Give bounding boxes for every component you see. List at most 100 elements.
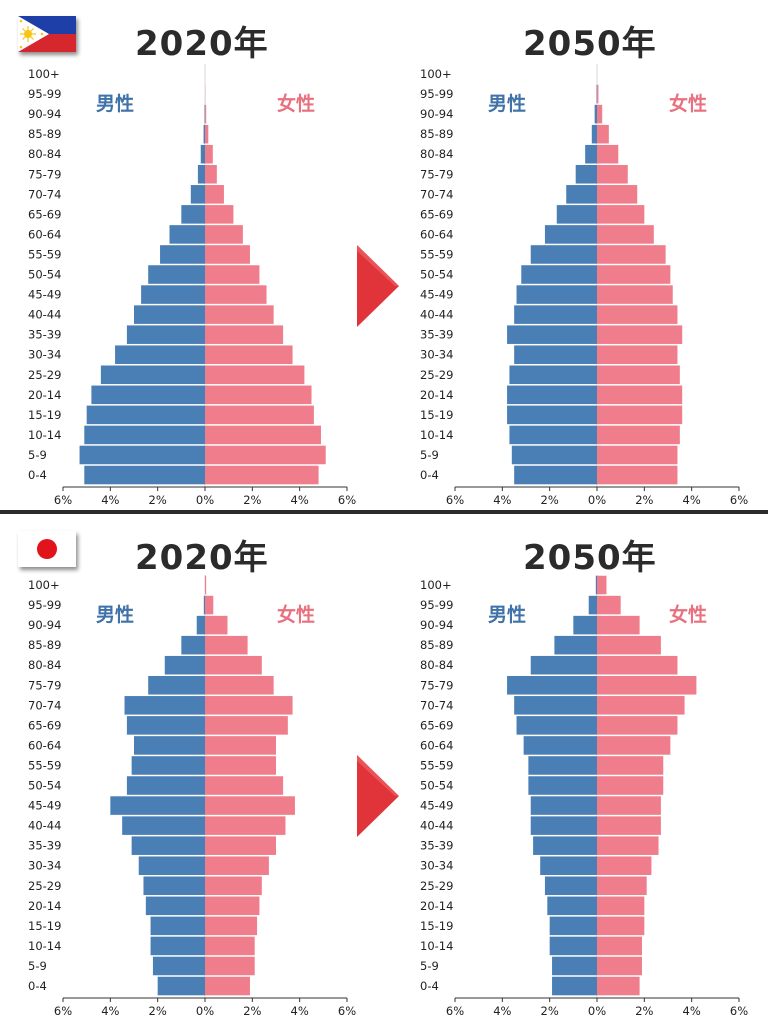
age-tick-label: 75-79 [420,678,453,692]
female-bar [597,575,607,595]
female-bar [205,635,248,655]
male-bar [203,595,205,615]
male-bar [84,465,205,485]
male-bar [124,696,205,715]
age-tick-label: 15-19 [28,408,61,422]
age-tick-label: 100+ [28,67,60,81]
age-tick-label: 40-44 [28,819,61,833]
age-tick-label: 35-39 [28,328,61,342]
female-bar [205,445,326,465]
male-bar [164,655,205,675]
age-tick-label: 85-89 [28,638,61,652]
female-bar [597,595,621,615]
female-bar [597,465,678,485]
male-bar [588,595,597,615]
age-tick-label: 90-94 [28,618,61,632]
female-bar [597,856,652,875]
male-bar [530,796,597,815]
male-bar [540,856,597,875]
age-tick-label: 85-89 [420,638,453,652]
x-tick-label: 2% [243,493,261,507]
panel-divider [0,510,768,514]
male-bar [533,836,597,855]
age-tick-label: 55-59 [420,247,453,261]
male-bar [507,676,597,695]
age-tick-label: 60-64 [28,738,61,752]
x-tick-label: 0% [588,493,606,507]
male-bar [84,425,205,445]
male-bar [547,896,597,916]
age-tick-label: 85-89 [28,127,61,141]
male-bar [126,325,205,344]
male-bar [549,916,597,936]
age-tick-label: 60-64 [28,227,61,241]
male-bar [556,205,597,224]
female-bar [597,365,680,385]
x-tick-label: 4% [291,1004,309,1018]
x-tick-label: 2% [541,493,559,507]
female-bar [597,956,642,976]
age-tick-label: 65-69 [28,718,61,732]
male-legend-label: 男性 [488,92,526,115]
female-bar [597,144,619,164]
male-bar [509,365,597,385]
age-tick-label: 85-89 [420,127,453,141]
female-bar [597,385,683,405]
philippines-panel: 2020年 2050年 100+ 95-99 90-94 85-89 80-84 75-7… [18,16,748,507]
female-bar [205,345,293,364]
age-tick-label: 60-64 [420,227,453,241]
female-bar [205,856,269,875]
age-tick-label: 90-94 [420,618,453,632]
right-year-title: 2050年 [523,538,657,578]
x-tick-label: 2% [635,493,653,507]
male-bar [169,225,205,244]
male-bar [566,185,597,204]
female-bar [205,465,319,485]
female-bar [597,896,645,916]
age-tick-label: 35-39 [420,839,453,853]
philippines-flag-icon [18,16,76,52]
female-bar [597,245,666,264]
age-tick-label: 20-14 [420,388,453,402]
female-bar [205,655,262,675]
female-bar [597,796,661,815]
age-tick-label: 80-84 [420,147,453,161]
x-tick-label: 6% [54,493,72,507]
female-legend-label: 女性 [277,603,315,626]
male-bar [197,165,205,184]
female-bar [597,655,678,675]
x-tick-label: 2% [635,1004,653,1018]
x-tick-label: 6% [446,1004,464,1018]
age-tick-label: 70-74 [28,187,61,201]
arrow-right-icon [357,755,399,837]
japan-flag-icon [18,531,76,567]
female-bar [205,305,274,324]
female-bar [205,696,293,715]
x-tick-label: 0% [588,1004,606,1018]
male-bar [521,265,597,284]
male-bar [511,445,597,465]
age-tick-label: 25-29 [28,879,61,893]
female-bar [205,896,260,916]
male-bar [507,325,597,344]
age-tick-label: 10-14 [28,939,61,953]
male-bar [591,124,597,144]
female-bar [597,445,678,465]
age-tick-label: 80-84 [28,147,61,161]
age-tick-label: 15-19 [420,919,453,933]
female-bar [597,345,678,364]
male-bar [514,465,597,485]
female-bar [205,144,213,164]
female-bar [205,165,217,184]
age-tick-label: 25-29 [420,879,453,893]
female-bar [205,936,255,956]
female-bar [205,976,250,996]
age-tick-label: 45-49 [420,799,453,813]
female-bar [205,385,312,405]
female-bar [597,676,697,695]
male-bar [530,655,597,675]
age-tick-label: 100+ [28,578,60,592]
male-bar [528,756,597,775]
age-tick-label: 90-94 [28,107,61,121]
male-bar [530,245,597,264]
